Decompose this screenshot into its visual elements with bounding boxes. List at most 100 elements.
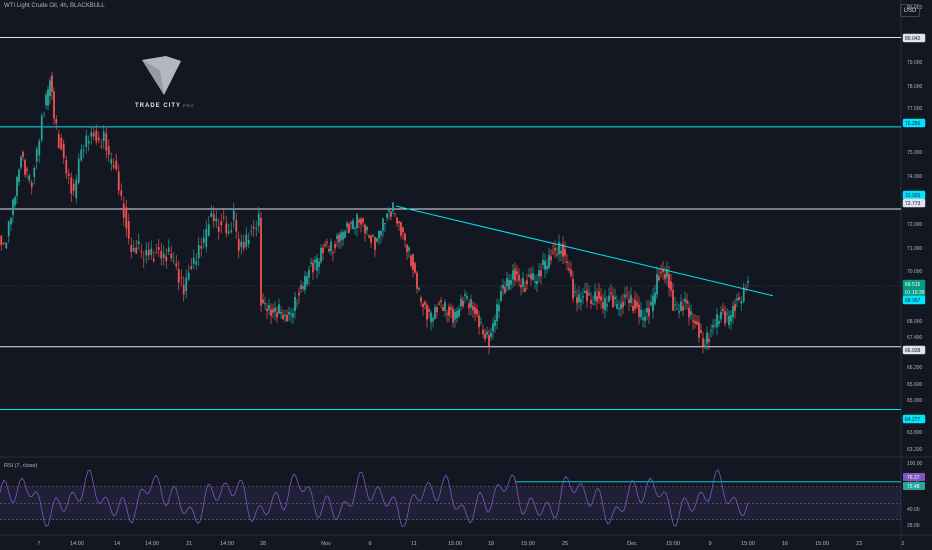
- candle-body: [92, 132, 95, 137]
- candle-body: [552, 251, 554, 253]
- price-tick-label: 63.200: [907, 447, 923, 453]
- candle-body: [142, 259, 145, 260]
- candle-body: [538, 270, 540, 277]
- candle-body: [510, 280, 512, 285]
- price-tick-label: 74.000: [907, 174, 923, 180]
- rsi-line: [0, 469, 749, 527]
- price-badge: [902, 198, 926, 208]
- price-tick-label: 63.800: [907, 430, 923, 436]
- candle-body: [140, 251, 143, 253]
- price-badge-label: 68.957: [905, 298, 921, 304]
- price-tick-label: 79.000: [907, 60, 923, 66]
- candle-body: [452, 308, 454, 323]
- candle-body: [340, 232, 342, 241]
- candle-body: [284, 315, 286, 316]
- candle-body: [110, 159, 113, 164]
- symbol-title: WTI Light Crude Oil, 4h, BLACKBULL: [4, 3, 105, 9]
- time-tick-label: 15:00: [521, 541, 535, 547]
- candle-body: [210, 213, 213, 217]
- candle-body: [478, 315, 480, 328]
- candle-body: [135, 247, 138, 254]
- candle-body: [105, 133, 108, 151]
- candle-body: [292, 313, 294, 318]
- candle-body: [336, 235, 338, 239]
- candle-body: [638, 304, 640, 317]
- candle-body: [82, 150, 85, 152]
- candle-body: [426, 304, 428, 320]
- candle-body: [87, 141, 90, 144]
- candle-body: [678, 311, 680, 313]
- time-tick-label: Dec: [627, 541, 637, 547]
- candle-body: [190, 266, 193, 270]
- candle-body: [274, 307, 276, 312]
- candle-body: [512, 270, 514, 280]
- price-tick-label: 70.000: [907, 269, 923, 275]
- candle-body: [476, 309, 478, 315]
- candle-body: [62, 143, 65, 159]
- candle-body: [132, 248, 135, 252]
- candle-body: [342, 232, 344, 240]
- rsi-title: RSI (7, close): [4, 463, 38, 469]
- candle-body: [472, 305, 474, 311]
- candle-body: [152, 258, 155, 262]
- candle-body: [580, 299, 582, 303]
- candle-body: [364, 224, 366, 234]
- candle-body: [732, 306, 734, 318]
- price-badge-label: 80.042: [905, 36, 921, 42]
- candle-body: [376, 238, 378, 242]
- candle-body: [242, 241, 245, 249]
- candle-body: [232, 210, 235, 221]
- time-tick-label: 14:00: [145, 541, 159, 547]
- candle-body: [57, 134, 60, 148]
- candle-body: [65, 160, 68, 174]
- candle-body: [480, 321, 482, 323]
- candle-body: [410, 255, 412, 266]
- price-tick-label: 67.400: [907, 335, 923, 341]
- candle-body: [33, 168, 36, 177]
- candle-body: [598, 291, 600, 299]
- candle-body: [680, 301, 682, 312]
- price-tick-label: 78.000: [907, 84, 923, 90]
- candle-body: [724, 311, 726, 324]
- candle-body: [482, 329, 484, 335]
- candle-body: [646, 307, 648, 313]
- time-tick-label: 21: [186, 541, 192, 547]
- candle-body: [436, 307, 438, 312]
- currency-button[interactable]: USD: [900, 4, 920, 17]
- candle-body: [384, 223, 386, 225]
- candle-body: [125, 207, 128, 229]
- candle-body: [276, 312, 278, 318]
- candle-body: [716, 314, 718, 328]
- candle-body: [47, 89, 49, 106]
- candle-body: [388, 207, 390, 212]
- candle-body: [570, 269, 572, 276]
- candle-body: [524, 287, 526, 292]
- candle-body: [686, 300, 688, 304]
- candle-body: [286, 314, 288, 322]
- candle-body: [308, 269, 310, 278]
- price-badge: [902, 345, 926, 355]
- candles-group: [0, 71, 749, 355]
- candle-body: [440, 300, 442, 303]
- candle-body: [506, 278, 508, 287]
- candle-body: [100, 145, 103, 147]
- candle-body: [185, 277, 188, 292]
- time-tick-label: 7: [37, 541, 40, 547]
- candle-body: [434, 306, 436, 320]
- time-tick-label: 23: [856, 541, 862, 547]
- candle-body: [70, 177, 73, 194]
- candle-body: [195, 261, 198, 265]
- candle-body: [95, 130, 98, 142]
- candle-body: [348, 224, 350, 234]
- candle-body: [454, 311, 456, 320]
- logo-text: TRADE CITY PRO: [135, 103, 195, 109]
- candle-body: [157, 247, 160, 250]
- candle-body: [747, 280, 749, 283]
- candle-body: [458, 309, 460, 317]
- candle-body: [75, 179, 78, 199]
- candle-body: [430, 312, 432, 323]
- candle-body: [412, 254, 414, 271]
- candle-body: [278, 304, 280, 314]
